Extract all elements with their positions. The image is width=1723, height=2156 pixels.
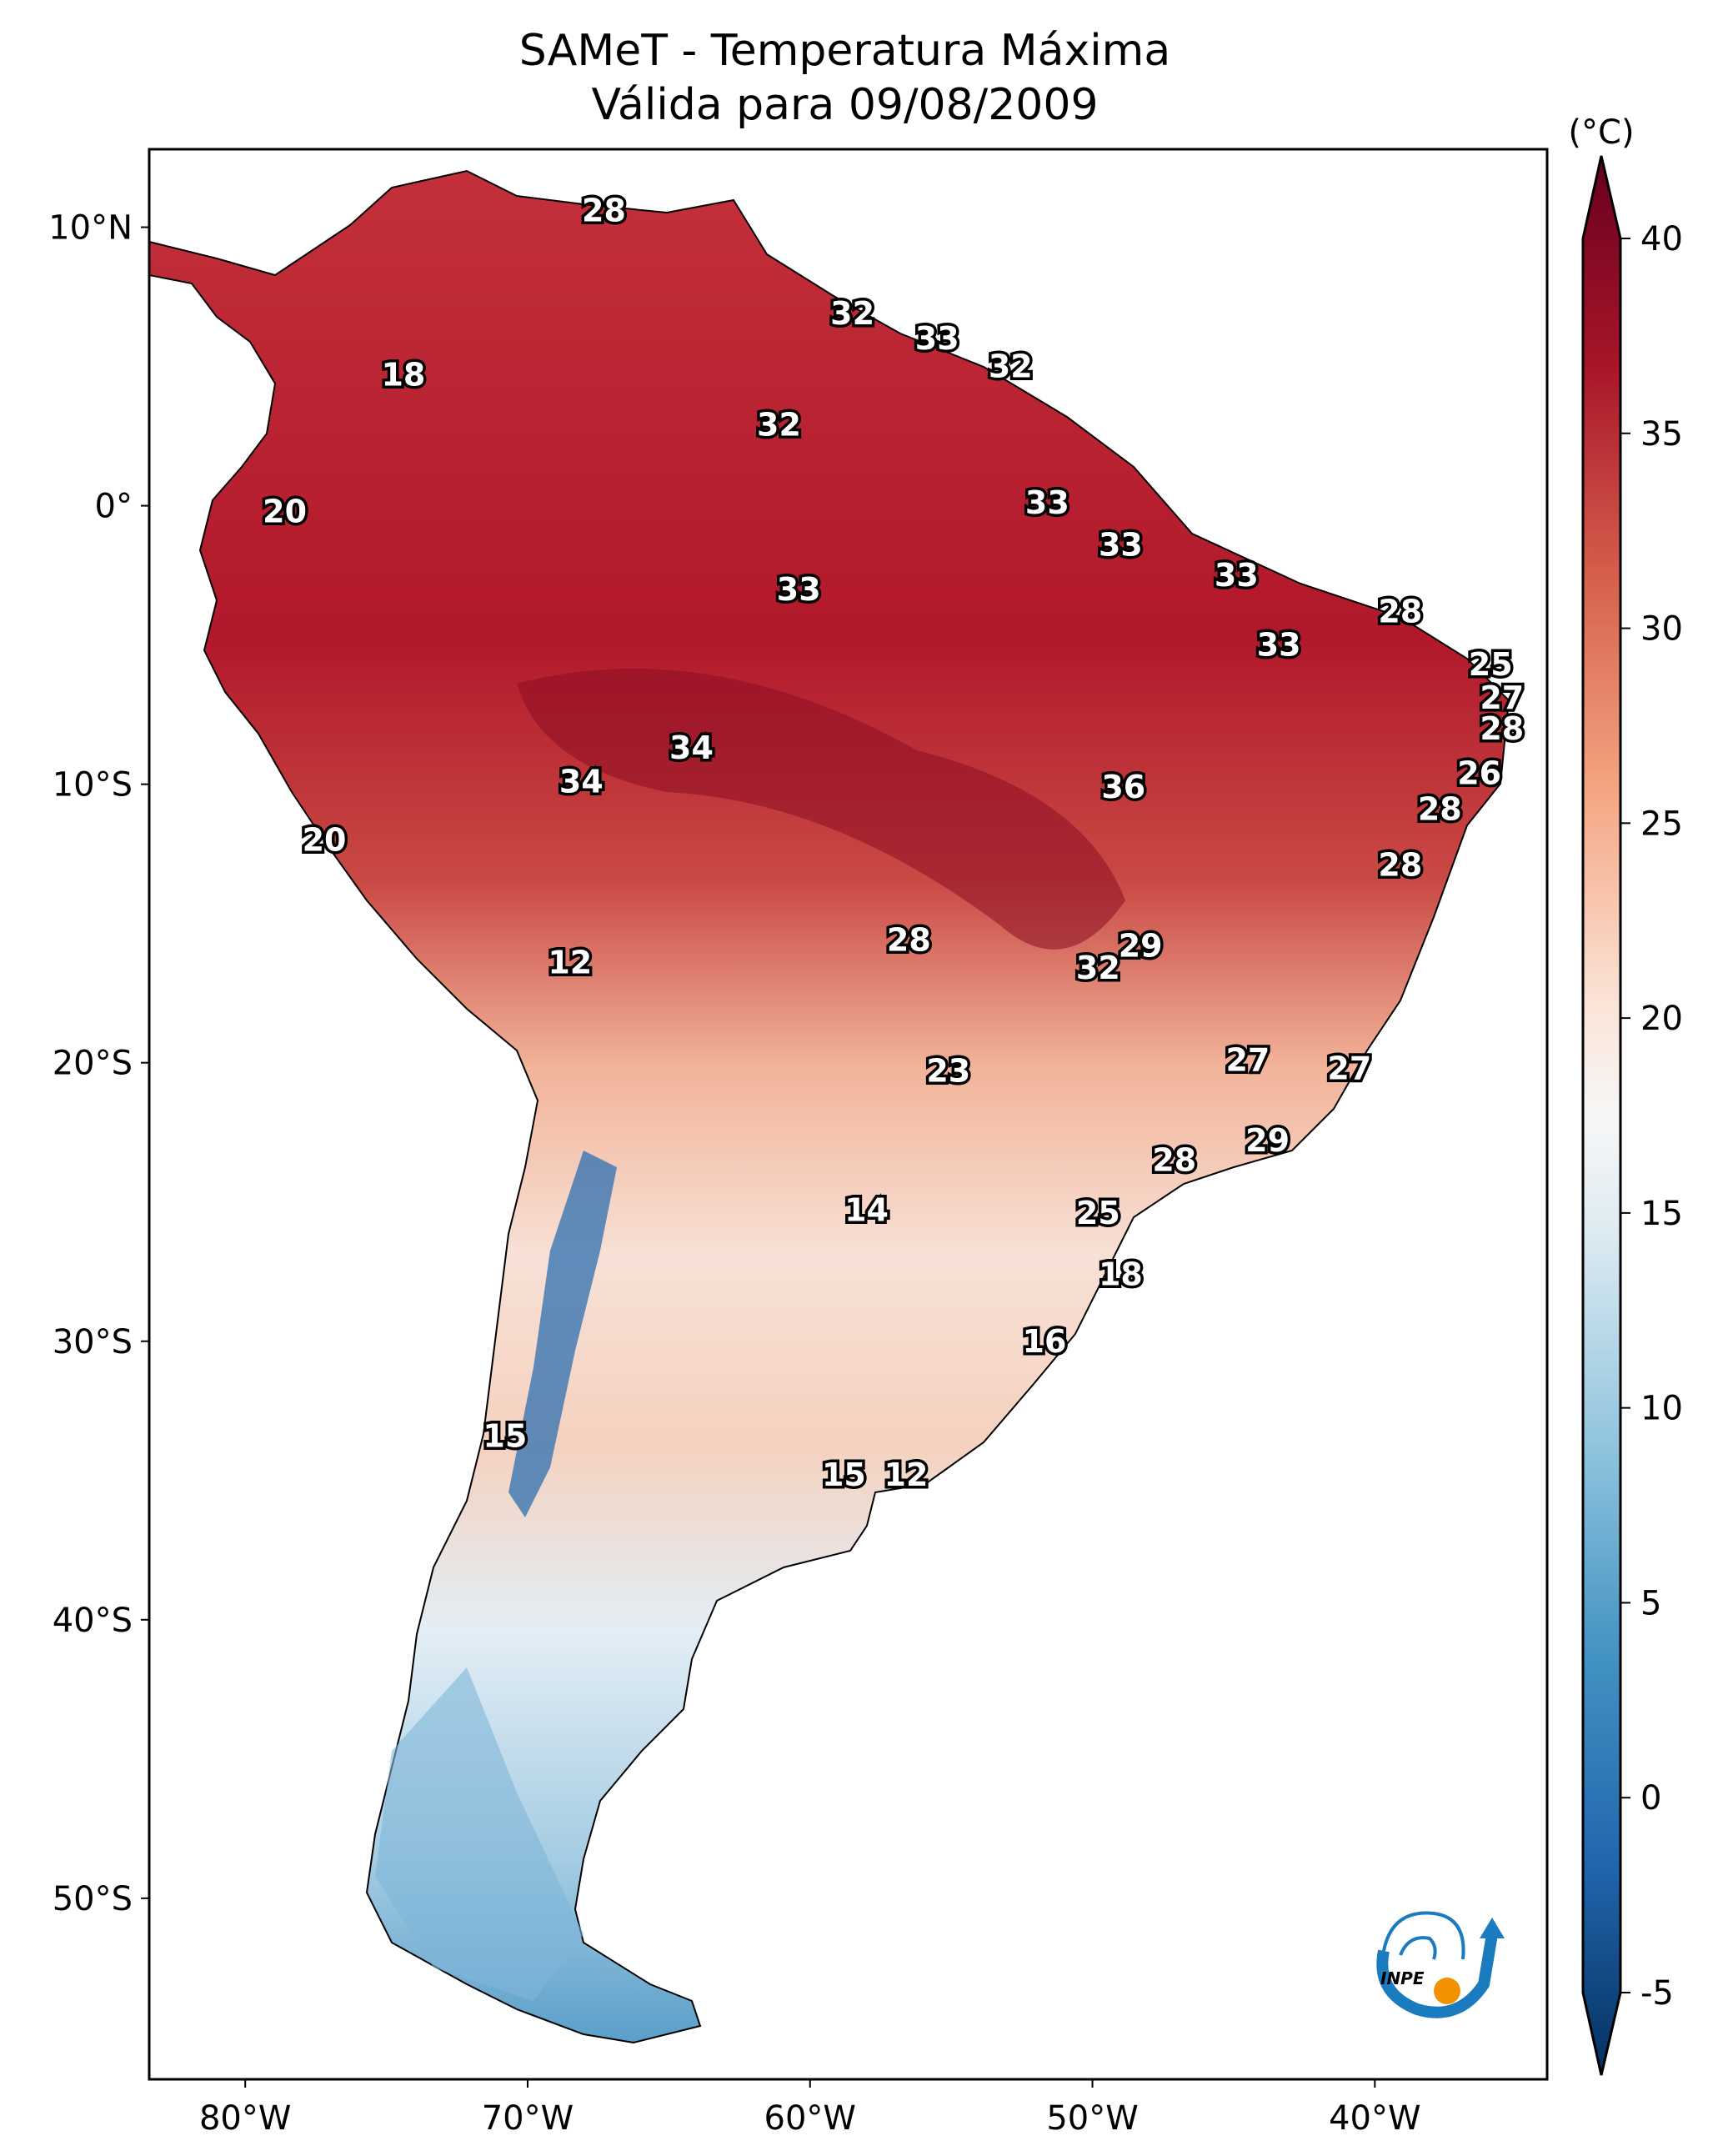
colorbar-tick-label: 15 <box>1640 1195 1683 1233</box>
temperature-label: 28 <box>582 192 626 228</box>
y-tick-label: 50°S <box>53 1880 133 1918</box>
temperature-label: 33 <box>1025 484 1069 521</box>
temperature-label: 14 <box>844 1192 889 1229</box>
temperature-label: 15 <box>483 1417 527 1454</box>
plot-frame <box>148 148 1549 2081</box>
temperature-label: 27 <box>1480 679 1524 716</box>
colorbar-tick-label: 25 <box>1640 805 1683 843</box>
colorbar-tick-label: 40 <box>1640 220 1683 258</box>
temperature-label: 15 <box>822 1457 866 1493</box>
x-tick-label: 50°W <box>1046 2099 1138 2138</box>
y-tick-label: 0° <box>95 488 133 526</box>
temperature-label: 32 <box>1076 950 1120 986</box>
logo-text: INPE <box>1380 1968 1425 1988</box>
y-tick-label: 40°S <box>53 1602 133 1640</box>
chart-subtitle: Válida para 09/08/2009 <box>591 80 1099 130</box>
temperature-label: 33 <box>1215 557 1259 594</box>
temperature-label: 28 <box>1152 1142 1196 1179</box>
temperature-label: 32 <box>989 348 1033 385</box>
temperature-label: 32 <box>757 407 801 444</box>
y-tick-label: 30°S <box>53 1323 133 1361</box>
colorbar-ticks: 40 35 30 25 20 15 10 5 0 -5 <box>1620 220 1683 2013</box>
temperature-label: 34 <box>559 763 604 800</box>
logo-loop-icon <box>1382 1911 1465 1960</box>
temperature-label: 28 <box>1378 847 1422 884</box>
x-tick-label: 60°W <box>764 2099 856 2138</box>
colorbar-tick-label: 20 <box>1640 1000 1683 1038</box>
temperature-label: 34 <box>669 730 714 766</box>
inpe-logo: INPE <box>1376 1911 1505 2018</box>
temperature-label: 23 <box>926 1053 970 1090</box>
temperature-label: 28 <box>1378 594 1422 630</box>
temperature-label: 36 <box>1101 769 1145 805</box>
x-tick-label: 70°W <box>482 2099 573 2138</box>
andes-cold-ridge <box>508 1151 617 1517</box>
temperature-label: 18 <box>1099 1256 1143 1293</box>
temperature-label: 27 <box>1225 1041 1270 1078</box>
temperature-label: 26 <box>1457 755 1501 791</box>
temperature-label: 28 <box>1480 710 1524 747</box>
temperature-label: 33 <box>1099 526 1143 563</box>
temperature-label: 27 <box>1327 1050 1371 1086</box>
amazon-hot-core <box>517 669 1125 950</box>
colorbar-unit-label: (°C) <box>1568 113 1634 152</box>
y-axis: 10°N 0° 10°S 20°S 30°S 40°S 50°S <box>48 209 149 1918</box>
temperature-label: 28 <box>1418 791 1462 828</box>
colorbar-tick-label: 5 <box>1640 1584 1661 1622</box>
colorbar-tick-label: 10 <box>1640 1390 1683 1428</box>
temperature-label: 32 <box>830 295 874 332</box>
colorbar: (°C) 40 35 30 25 20 15 10 5 0 -5 <box>1568 113 1683 2076</box>
y-tick-label: 20°S <box>53 1045 133 1083</box>
colorbar-tick-label: 30 <box>1640 610 1683 649</box>
temperature-label: 33 <box>777 571 821 608</box>
y-tick-label: 10°N <box>48 209 133 248</box>
y-tick-label: 10°S <box>53 766 133 805</box>
x-tick-label: 80°W <box>199 2099 291 2138</box>
chart-title: SAMeT - Temperatura Máxima <box>518 26 1171 76</box>
colorbar-tick-label: 0 <box>1640 1779 1661 1818</box>
x-tick-label: 40°W <box>1329 2099 1420 2138</box>
colorbar-tick-label: 35 <box>1640 415 1683 454</box>
colorbar-body <box>1581 155 1622 2076</box>
south-america-landmass <box>149 169 1510 2044</box>
logo-arrow-icon <box>1480 1918 1505 1938</box>
colorbar-tick-label: -5 <box>1640 1974 1674 2013</box>
temperature-label: 18 <box>381 357 425 394</box>
temperature-label: 16 <box>1023 1323 1067 1360</box>
temperature-label: 20 <box>303 821 347 858</box>
temperature-label: 25 <box>1076 1195 1120 1231</box>
temperature-annotations: 2832333218323320333333283325272834263634… <box>260 189 1527 1497</box>
patagonia-cool <box>375 1667 584 2001</box>
temperature-label: 12 <box>548 944 592 980</box>
temperature-label: 33 <box>915 320 959 357</box>
x-axis: 80°W 70°W 60°W 50°W 40°W <box>199 2079 1421 2138</box>
temperature-label: 29 <box>1245 1122 1290 1159</box>
temperature-label: 29 <box>1119 927 1163 964</box>
logo-sun-icon <box>1434 1978 1460 2004</box>
temperature-label: 12 <box>884 1457 929 1493</box>
temperature-label: 20 <box>263 493 307 529</box>
temperature-label: 28 <box>887 922 931 959</box>
logo-swirl-icon <box>1376 1933 1498 2018</box>
temperature-label: 25 <box>1469 646 1513 683</box>
temperature-label: 33 <box>1257 627 1301 664</box>
